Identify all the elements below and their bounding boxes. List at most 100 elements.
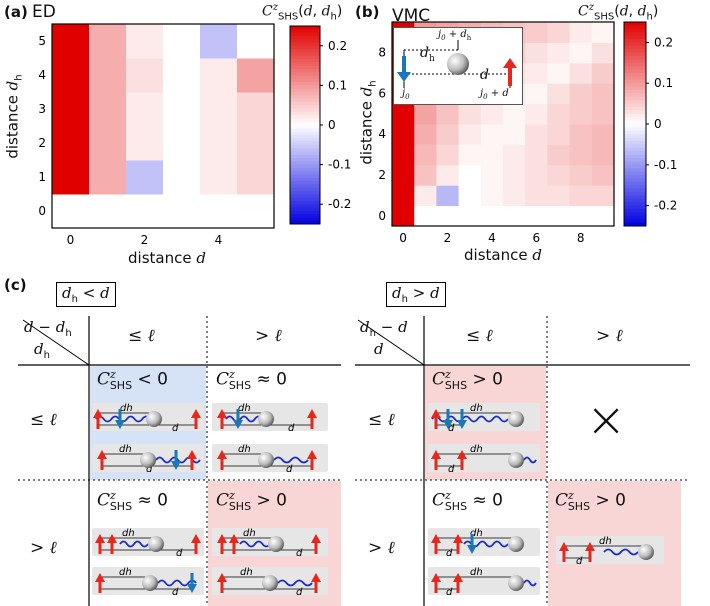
panel_a-colorbar-segment [290,75,320,80]
panel_b-colorbar-segment [624,141,646,145]
inset-dh-label: dh [420,45,435,64]
panel_b-cell-1-3 [414,144,437,166]
panel_b-colorbar-segment [624,158,646,162]
panel_b-colorbar-segment [624,212,646,217]
panel_a-colorbar-segment [290,101,320,106]
string-wave [523,579,537,587]
string-wave [273,456,309,464]
panel_b-colorbar-segment [624,192,646,196]
panel_a-cell-4-0 [200,194,238,229]
panel_b-colorbar-segment [624,222,646,227]
panel_b-cell-7-5 [547,103,571,125]
panel-b-xlabel: distance d [464,246,542,264]
panel_b-colorbar-segment [624,175,646,179]
panel_b-cell-7-8 [547,42,571,64]
panel_b-cell-3-5 [458,103,482,125]
left-col-gt: > ℓ [255,326,282,346]
panel_b-colorbar-segment [624,73,646,77]
string-wave [239,540,271,548]
left-row-le: ≤ ℓ [30,410,57,430]
panel_a-cell-1-5 [89,24,127,59]
spin-down-icon [233,409,243,429]
d-label: d [172,423,179,434]
spin-down-icon [171,450,181,470]
left-row-gt: > ℓ [30,538,57,558]
panel_a-cell-0-5 [52,24,90,59]
panel_b-colorbar-segment [624,154,646,159]
spin-up-icon [311,534,321,554]
panel_b-cell-7-4 [547,124,571,145]
panel_a-colorbar-tick: 0.1 [328,78,347,92]
spin-up-icon [187,450,197,470]
panel_a-colorbar-segment [290,214,320,218]
panel_b-colorbar-tick: 0.1 [654,76,673,90]
panel_b-cell-0-3 [392,144,415,166]
panel_b-colorbar-segment [624,32,646,37]
panel_b-colorbar-segment [624,209,646,213]
panel_a-xtick: 0 [67,233,75,247]
panel_b-colorbar-segment [624,181,646,186]
panel_a-colorbar-segment [290,29,320,34]
panel_b-colorbar-segment [624,86,646,91]
hole-icon [508,575,524,591]
panel_b-cell-9-9 [591,22,615,43]
panel_b-xtick: 6 [532,231,540,245]
panel_a-colorbar-segment [290,128,320,133]
panel_a-colorbar-segment [290,59,320,63]
spin-up-icon [311,573,321,593]
string-wave [603,548,639,556]
panel_b-colorbar-segment [624,83,646,88]
hole-icon [142,575,158,591]
panel_a-cell-2-1 [126,160,164,195]
panel_b-colorbar-segment [624,113,646,118]
panel-c-label: (c) [4,276,27,294]
panel_b-ytick: 4 [378,127,386,141]
panel_a-colorbar-segment [290,177,320,182]
panel_b-colorbar-segment [624,52,646,57]
panel-b-colorbar-title: CzSHS(d, dh) [578,2,659,23]
spin-up-icon [217,409,227,429]
panel_a-colorbar-segment [290,131,320,136]
string-wave [225,415,263,423]
panel_a-cell-4-1 [200,160,238,195]
panel_b-colorbar-segment [624,107,646,111]
panel_b-ytick: 2 [378,168,386,182]
dh-label: dh [599,536,612,547]
panel_b-cell-2-3 [436,144,460,166]
hole-icon [146,411,162,427]
panel_b-cell-6-4 [525,124,548,145]
hole-icon [148,536,164,552]
panel_b-colorbar-tick: 0 [654,117,662,131]
panel_b-cell-7-1 [547,185,571,207]
spin-up-arrowhead-icon [503,58,517,68]
panel_a-cell-3-4 [163,58,201,93]
panel_b-cell-2-5 [436,103,460,125]
panel_a-colorbar-segment [290,35,320,40]
hole-icon [140,452,156,468]
panel_a-cell-0-0 [52,194,90,229]
panel_a-xtick: 4 [215,233,223,247]
panel-a-colorbar-title: CzSHS(d, dh) [262,2,343,23]
panel_b-cell-8-8 [569,42,593,64]
panel_b-cell-8-0 [569,205,593,227]
spin-up-icon [453,534,463,554]
panel_a-colorbar-segment [290,78,320,83]
dh-label: dh [238,444,251,455]
panel_a-cell-1-2 [89,126,127,161]
dh-label: dh [120,403,133,414]
panel-a-xlabel: distance d [128,249,206,267]
panel_b-colorbar-segment [624,124,646,128]
panel_a-cell-1-1 [89,160,127,195]
panel_b-cell-7-9 [547,22,571,43]
inset-diagram [397,40,517,88]
panel_b-cell-8-9 [569,22,593,43]
panel_b-cell-4-1 [480,185,504,207]
right-corner-bottom: d [374,340,384,358]
panel_b-colorbar-segment [624,103,646,108]
panel_a-cell-5-2 [237,126,275,161]
panel_b-cell-8-2 [569,164,593,186]
panel_a-colorbar-segment [290,118,320,123]
panel_b-cell-6-3 [525,144,548,166]
panel_a-colorbar-segment [290,85,320,90]
